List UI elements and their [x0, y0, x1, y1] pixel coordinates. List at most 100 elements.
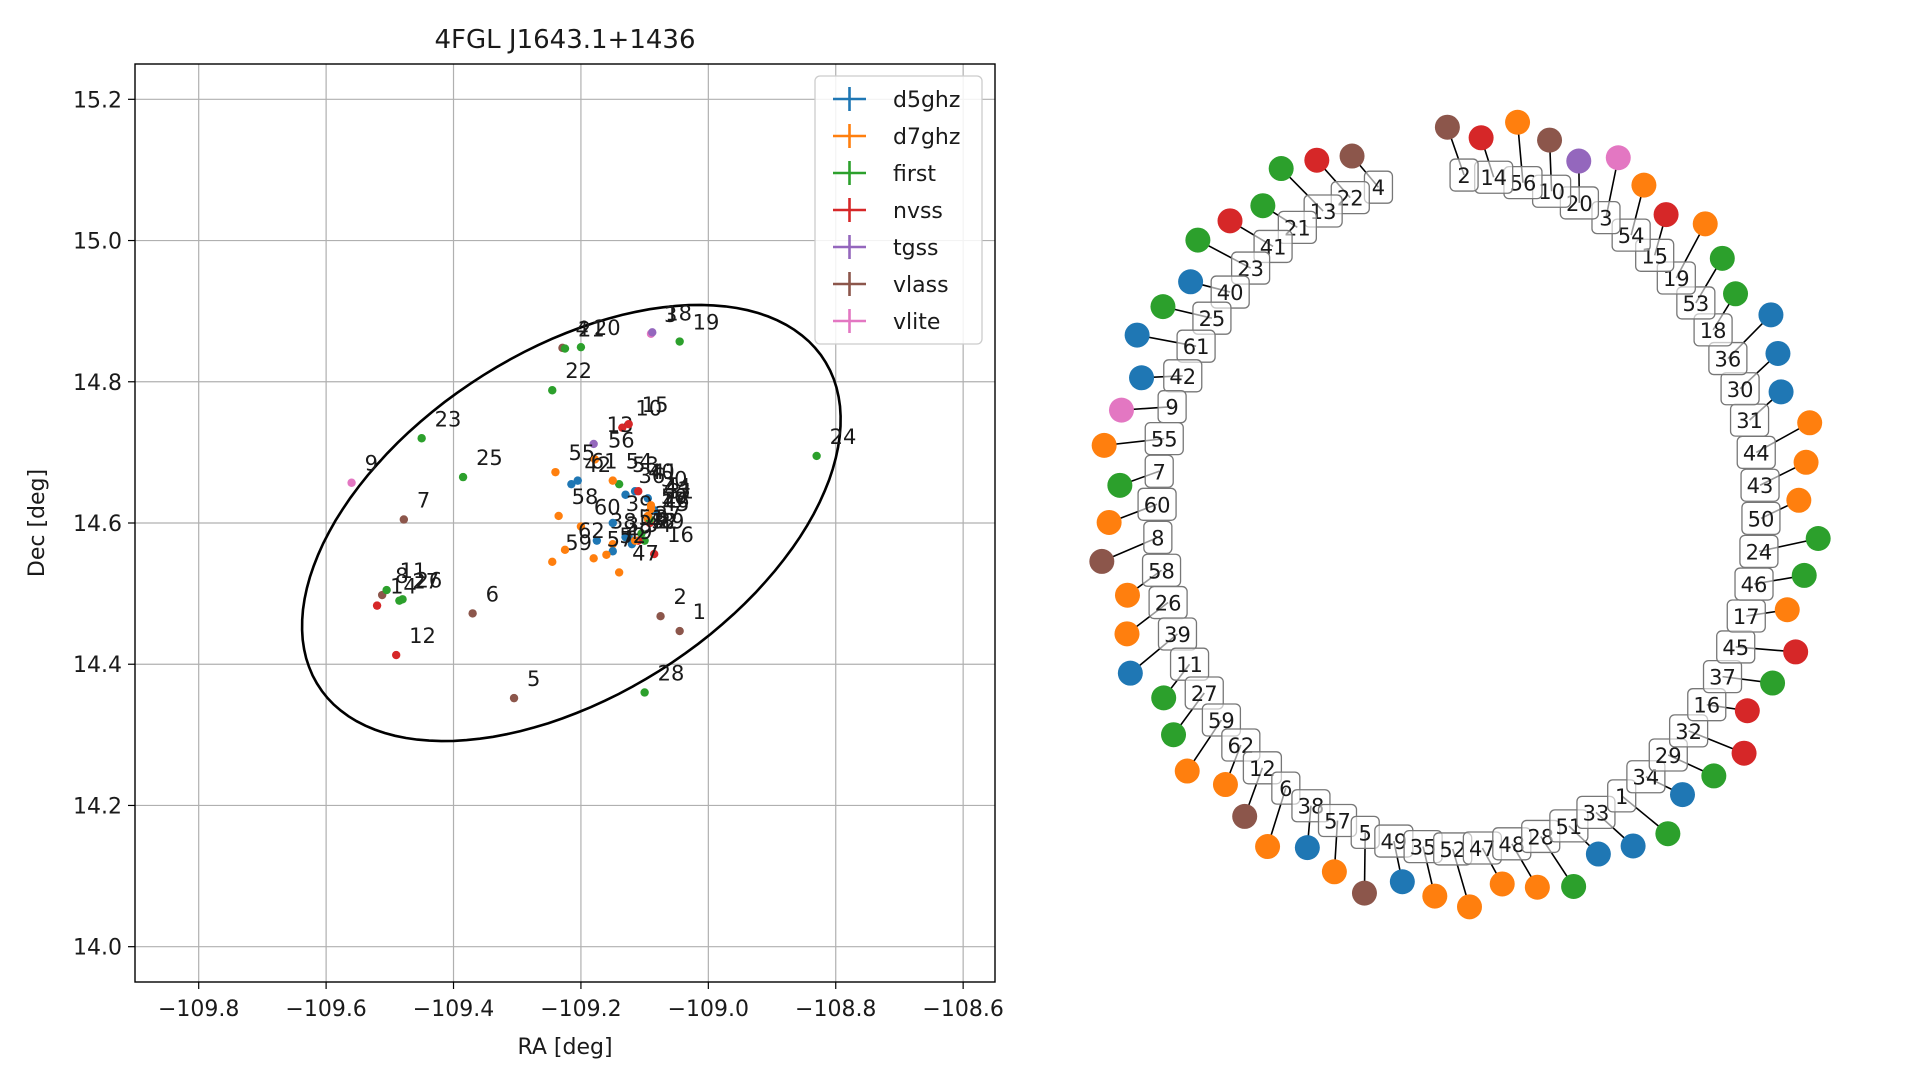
ring-marker — [1089, 548, 1115, 574]
legend-item: first — [833, 161, 936, 187]
ring-item: 37 — [1702, 659, 1786, 696]
ring-label: 8 — [1151, 526, 1164, 550]
ring-marker — [1117, 660, 1143, 686]
ring-marker — [1537, 127, 1563, 153]
ring-item: 17 — [1726, 597, 1800, 633]
ring-label: 47 — [1469, 837, 1496, 861]
source-point — [576, 342, 586, 352]
legend-item: d7ghz — [833, 124, 960, 150]
legend-label: vlass — [893, 273, 949, 298]
ring-item: 14 — [1468, 125, 1514, 194]
ring-label: 55 — [1151, 428, 1178, 452]
ring-item: 24 — [1739, 525, 1831, 569]
source-point-label: 16 — [667, 523, 694, 547]
ring-marker — [1765, 340, 1791, 366]
source-point-label: 17 — [661, 488, 688, 512]
x-tick-label: −109.4 — [413, 997, 494, 1022]
ring-marker — [1731, 740, 1757, 766]
ring-label: 18 — [1700, 319, 1727, 343]
ring-label: 44 — [1743, 441, 1770, 465]
ring-item: 2 — [1434, 114, 1479, 192]
source-point-label: 53 — [632, 453, 659, 477]
ring-item: 54 — [1611, 172, 1657, 252]
ring-item: 35 — [1403, 829, 1448, 909]
ring-item: 9 — [1108, 390, 1187, 424]
ring-marker — [1096, 509, 1122, 535]
ring-marker — [1174, 758, 1200, 784]
source-point — [608, 539, 617, 549]
ring-label: 36 — [1715, 348, 1742, 372]
source-point-label: 28 — [658, 661, 685, 685]
ring-item: 36 — [1708, 302, 1784, 376]
ring-label: 40 — [1217, 281, 1244, 305]
chart-title: 4FGL J1643.1+1436 — [435, 25, 696, 55]
ring-label: 16 — [1693, 694, 1720, 718]
ring-item: 60 — [1096, 487, 1177, 535]
source-point — [372, 601, 382, 610]
ring-label: 9 — [1165, 396, 1178, 420]
source-point — [614, 568, 624, 577]
source-point — [589, 439, 598, 449]
ring-marker — [1339, 143, 1365, 169]
ring-marker — [1255, 834, 1281, 860]
source-point — [391, 650, 401, 660]
source-point-label: 60 — [594, 496, 621, 520]
source-point — [646, 501, 656, 510]
source-point — [649, 549, 659, 559]
source-point — [382, 585, 391, 595]
ring-item: 52 — [1433, 832, 1482, 920]
ring-item: 11 — [1151, 647, 1210, 711]
y-tick-label: 15.0 — [73, 230, 122, 255]
ring-item: 25 — [1150, 294, 1232, 335]
ring-marker — [1108, 397, 1134, 423]
source-point-label: 24 — [830, 425, 857, 449]
ring-marker — [1797, 410, 1823, 436]
legend-item: tgss — [833, 235, 939, 261]
source-point-label: 61 — [591, 450, 618, 474]
ring-marker — [1734, 698, 1760, 724]
ring-item: 31 — [1729, 379, 1794, 437]
source-point-label: 43 — [664, 478, 691, 502]
ring-item: 1 — [1607, 779, 1681, 847]
source-point — [637, 529, 646, 538]
source-point-label: 2 — [674, 585, 687, 609]
ring-marker — [1161, 722, 1187, 748]
ring-item: 55 — [1091, 421, 1184, 458]
ring-label: 39 — [1164, 623, 1191, 647]
source-point-label: 46 — [663, 488, 690, 512]
axis-ticks: −109.8 −109.6 −109.4 −109.2 −109.0 −108.8 −108… — [73, 88, 1004, 1022]
source-point-label: 32 — [651, 510, 678, 534]
source-point — [630, 536, 640, 545]
source-point-label: 44 — [664, 474, 691, 498]
ring-label-box — [1449, 158, 1479, 192]
ring-item: 16 — [1687, 688, 1760, 724]
ring-label: 14 — [1480, 166, 1507, 190]
ring-label: 17 — [1733, 605, 1760, 629]
source-point — [643, 494, 653, 503]
source-point-label: 6 — [486, 582, 499, 606]
source-point-label: 22 — [565, 359, 592, 383]
ring-item: 49 — [1374, 824, 1415, 895]
legend-item: nvss — [833, 198, 943, 224]
ring-label: 25 — [1199, 307, 1226, 331]
ring-label: 31 — [1736, 409, 1763, 433]
source-point — [640, 536, 649, 545]
x-tick-label: −108.8 — [795, 997, 876, 1022]
ring-label-box — [1143, 520, 1173, 555]
ring-marker — [1793, 449, 1819, 475]
source-point — [417, 434, 426, 443]
ring-label-box — [1137, 487, 1177, 521]
source-point-label: 18 — [665, 301, 692, 325]
ring-marker — [1489, 871, 1515, 897]
ring-marker — [1434, 114, 1460, 140]
y-axis-label: Dec [deg] — [25, 469, 50, 577]
ring-item: 32 — [1668, 714, 1757, 766]
ring-item: 59 — [1174, 703, 1242, 784]
ring-marker — [1791, 562, 1817, 588]
source-point-label: 7 — [417, 488, 430, 512]
source-point — [589, 554, 598, 563]
source-point-label: 14 — [390, 575, 417, 599]
legend-item: vlass — [833, 272, 949, 298]
